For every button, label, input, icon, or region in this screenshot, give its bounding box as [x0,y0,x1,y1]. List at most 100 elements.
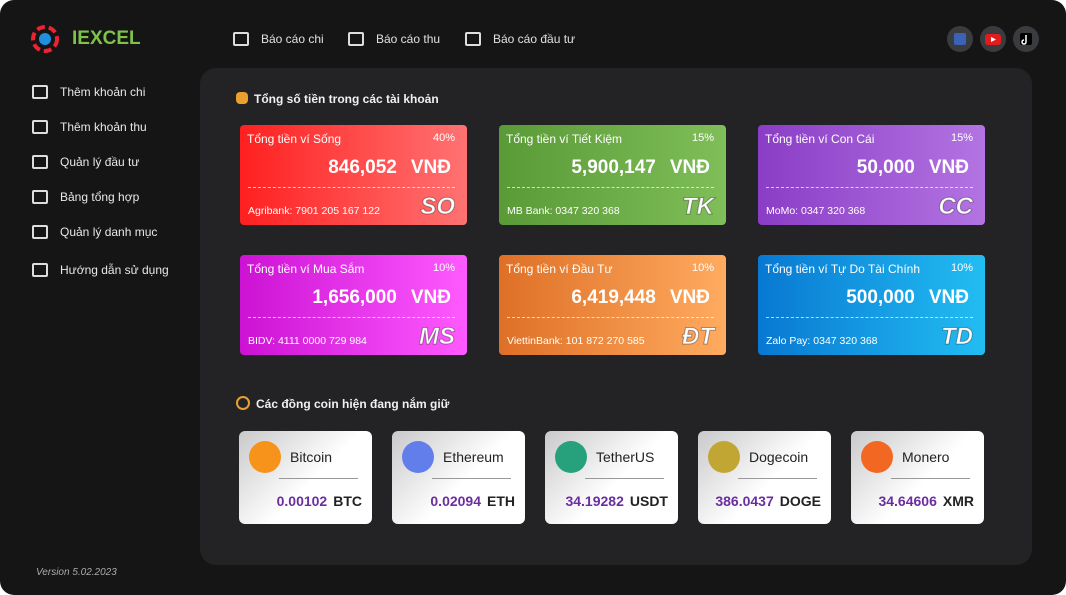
wallet-code: CC [938,193,974,221]
wallet-percent: 15% [691,132,714,144]
coin-name: Ethereum [443,449,504,465]
wallet-card[interactable]: Tổng tiền ví Tự Do Tài Chính 10% 500,000 VN… [758,255,985,355]
wallet-amount: 846,052 VNĐ [328,157,451,179]
coins-title-text: Các đồng coin hiện đang nắm giữ [256,397,450,411]
nav-icon [233,32,249,46]
wallet-amount: 6,419,448 VNĐ [571,287,710,309]
nav-icon [348,32,364,46]
wallet-code: SO [420,193,456,221]
wallet-card[interactable]: Tổng tiền ví Mua Sắm 10% 1,656,000 VNĐ BIDV:… [240,255,467,355]
coin-name: TetherUS [596,449,655,465]
wallet-percent: 10% [432,262,455,274]
coin-amount: 0.00102 [276,493,328,509]
wallets-title-text: Tổng số tiền trong các tài khoản [254,92,439,106]
wallet-code: TK [682,193,715,221]
wallet-account: Zalo Pay: 0347 320 368 [766,335,878,347]
coin-name: Monero [902,449,950,465]
wallet-amount: 1,656,000 VNĐ [312,287,451,309]
nav-label: Báo cáo thu [376,32,441,46]
wallet-account: MB Bank: 0347 320 368 [507,205,620,217]
coin-value: 34.64606 XMR [878,493,974,509]
divider [507,187,714,188]
currency: VNĐ [928,287,969,308]
menu-item[interactable]: Quản lý danh mục [32,225,157,239]
coin-amount: 34.64606 [878,493,937,509]
amount: 1,656,000 [312,287,397,308]
menu-label: Bảng tổng hợp [60,190,140,204]
divider [766,317,973,318]
coin-name: Bitcoin [290,449,333,465]
coin-icon [402,441,434,473]
coin-unit: BTC [333,493,362,509]
menu-label: Quản lý đầu tư [60,155,140,169]
menu-icon [32,225,48,239]
wallet-percent: 40% [432,132,455,144]
nav-icon [465,32,481,46]
coin-card[interactable]: TetherUS 34.19282 USDT [545,431,678,524]
menu-item[interactable]: Hướng dẫn sử dụng [32,263,169,277]
coin-card[interactable]: Dogecoin 386.0437 DOGE [698,431,831,524]
amount: 50,000 [856,157,915,178]
logo-text: IEXCEL [72,28,141,49]
coin-unit: XMR [942,493,974,509]
wallet-label: Tổng tiền ví Đầu Tư [506,262,613,276]
menu-label: Thêm khoản thu [60,120,147,134]
wallet-card[interactable]: Tổng tiền ví Con Cái 15% 50,000 VNĐ MoMo: 03… [758,125,985,225]
youtube-button[interactable] [980,26,1006,52]
divider [766,187,973,188]
wallet-account: ViettinBank: 101 872 270 585 [507,335,645,347]
facebook-button[interactable] [947,26,973,52]
amount: 5,900,147 [571,157,656,178]
menu-icon [32,85,48,99]
wallet-amount: 50,000 VNĐ [857,157,969,179]
coin-value: 386.0437 DOGE [715,493,821,509]
menu-item[interactable]: Thêm khoản thu [32,120,147,134]
coin-icon [555,441,587,473]
logo-icon [31,25,59,53]
menu-item[interactable]: Quản lý đầu tư [32,155,139,169]
wallet-card[interactable]: Tổng tiền ví Tiết Kiệm 15% 5,900,147 VNĐ MB … [499,125,726,225]
wallet-code: TD [941,323,974,351]
version: Version 5.02.2023 [36,567,117,578]
menu-label: Quản lý danh mục [60,225,158,239]
nav-label: Báo cáo chi [261,32,324,46]
menu-icon [32,120,48,134]
coin-unit: USDT [629,493,668,509]
menu-item[interactable]: Thêm khoản chi [32,85,145,99]
divider [248,317,455,318]
wallet-account: BIDV: 4111 0000 729 984 [248,335,367,347]
amount: 846,052 [328,157,397,178]
divider [432,478,511,479]
nav-item[interactable]: Báo cáo thu [348,32,440,46]
currency: VNĐ [410,157,451,178]
wallet-percent: 10% [950,262,973,274]
currency: VNĐ [410,287,451,308]
wallet-amount: 500,000 VNĐ [846,287,969,309]
amount: 6,419,448 [571,287,656,308]
coin-value: 34.19282 USDT [565,493,668,509]
coin-icon [249,441,281,473]
coin-card[interactable]: Ethereum 0.02094 ETH [392,431,525,524]
tiktok-button[interactable] [1013,26,1039,52]
menu-label: Thêm khoản chi [60,85,146,99]
nav-label: Báo cáo đầu tư [493,32,576,46]
amount: 500,000 [846,287,915,308]
wallet-card[interactable]: Tổng tiền ví Sống 40% 846,052 VNĐ Agribank: … [240,125,467,225]
menu-item[interactable]: Bảng tổng hợp [32,190,139,204]
wallet-account: Agribank: 7901 205 167 122 [248,205,380,217]
coin-icon [861,441,893,473]
divider [248,187,455,188]
coin-card[interactable]: Monero 34.64606 XMR [851,431,984,524]
wallet-percent: 10% [691,262,714,274]
coin-amount: 0.02094 [430,493,481,509]
nav-item[interactable]: Báo cáo chi [233,32,324,46]
currency: VNĐ [928,157,969,178]
wallet-card[interactable]: Tổng tiền ví Đầu Tư 10% 6,419,448 VNĐ Vietti… [499,255,726,355]
coin-unit: DOGE [779,493,821,509]
logo: IEXCEL [28,22,141,56]
coin-unit: ETH [487,493,515,509]
coin-value: 0.00102 BTC [277,493,362,509]
wallet-label: Tổng tiền ví Tự Do Tài Chính [765,262,920,276]
nav-item[interactable]: Báo cáo đầu tư [465,32,575,46]
coin-card[interactable]: Bitcoin 0.00102 BTC [239,431,372,524]
